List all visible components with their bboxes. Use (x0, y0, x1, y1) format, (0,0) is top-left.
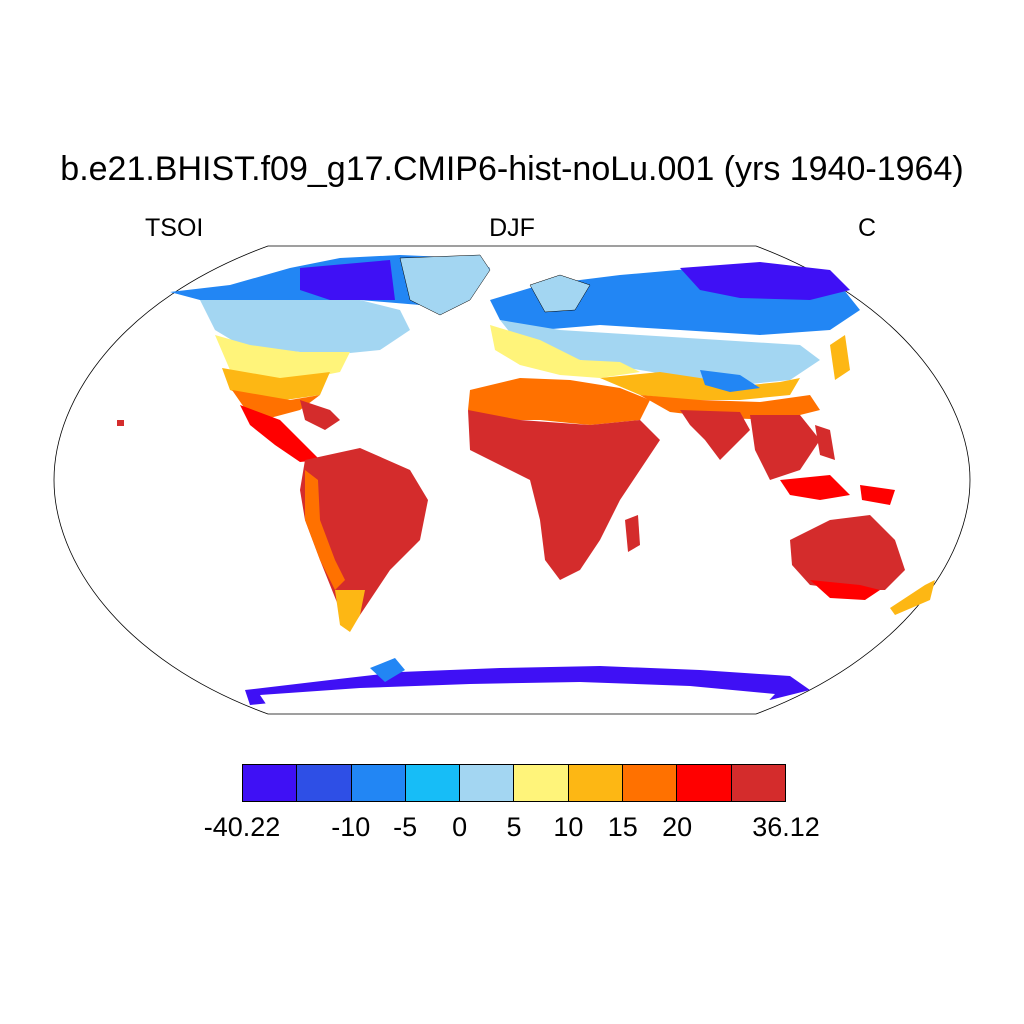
islands-1 (780, 475, 850, 500)
colorbar-swatch (243, 765, 298, 801)
colorbar-swatch (568, 765, 624, 801)
colorbar (242, 764, 786, 802)
peninsula (370, 658, 405, 682)
australia-body (790, 515, 905, 590)
colorbar-tick-label: 0 (452, 812, 468, 842)
tibet-cold (700, 370, 760, 392)
colorbar-swatch (623, 765, 678, 801)
mideast-warm (600, 372, 800, 400)
australia (790, 515, 935, 615)
antarctica (245, 658, 810, 710)
india (680, 410, 750, 460)
canada-ice (300, 260, 395, 300)
south-america (300, 448, 428, 632)
units-label: C (858, 214, 877, 242)
siberia-cold (680, 262, 850, 300)
madagascar (625, 515, 640, 552)
colorbar-swatch (514, 765, 569, 801)
colorbar-tick-label: 5 (506, 812, 522, 842)
colorbar-swatch (460, 765, 515, 801)
sa-andes (305, 470, 345, 590)
eurasia (490, 262, 860, 480)
mexico (240, 405, 320, 462)
colorbar-tick-label: 20 (662, 812, 693, 842)
se-asia (750, 415, 820, 480)
caribbean (300, 400, 340, 430)
colorbar-swatch (677, 765, 732, 801)
greenland (399, 254, 491, 316)
japan (830, 335, 850, 380)
islands-2 (860, 485, 895, 505)
colorbar-tick-label: 15 (607, 812, 638, 842)
season-label: DJF (489, 214, 535, 242)
north-america (170, 254, 491, 462)
plot-title: b.e21.BHIST.f09_g17.CMIP6-hist-noLu.001 … (60, 150, 964, 188)
new-zealand (890, 580, 935, 615)
scandinavia (529, 274, 591, 313)
hawaii (117, 420, 124, 426)
colorbar-tick-label: -40.22 (203, 812, 281, 842)
colorbar-swatch (731, 765, 785, 801)
colorbar-tick-label: -10 (331, 812, 371, 842)
eurasia-cold (500, 320, 820, 385)
sa-body (300, 448, 428, 630)
na-mild (215, 335, 350, 380)
colorbar-swatch (405, 765, 461, 801)
sa-south (335, 590, 365, 632)
colorbar-swatch (297, 765, 352, 801)
australia-south (810, 580, 880, 600)
philippines (815, 425, 835, 460)
colorbar-tick-label: 36.12 (752, 812, 820, 842)
indonesia (780, 425, 895, 505)
colorbar-tick-label: 10 (553, 812, 584, 842)
antarctica-interior (260, 682, 775, 710)
africa-north (468, 378, 650, 425)
colorbar-swatch (351, 765, 406, 801)
na-warm (222, 368, 330, 400)
africa (468, 378, 660, 580)
variable-label: TSOI (145, 214, 204, 242)
africa-body (468, 410, 660, 580)
colorbar-tick-label: -5 (393, 812, 418, 842)
europe-mild (490, 325, 640, 378)
na-cold (200, 300, 410, 355)
